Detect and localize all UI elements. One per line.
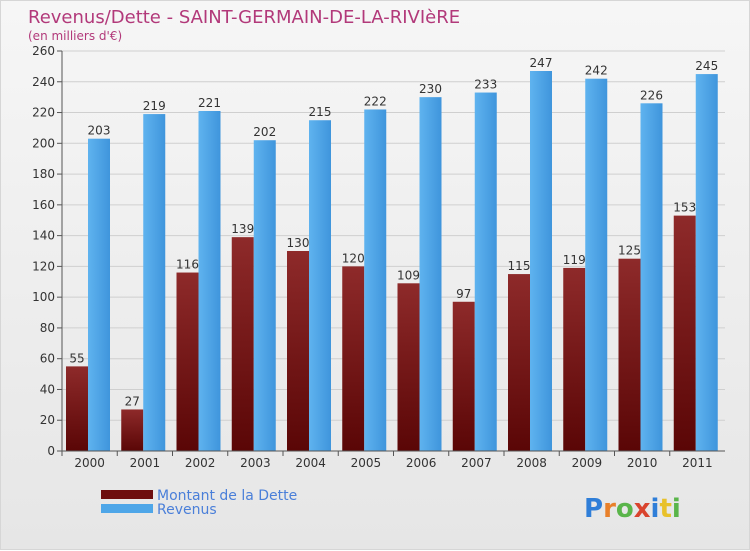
data-label-revenus-2006: 230	[419, 82, 442, 96]
data-label-revenus-2005: 222	[364, 94, 387, 108]
y-tick-label: 0	[47, 444, 55, 458]
bar-revenus-2004	[309, 120, 331, 451]
data-label-dette-2006: 109	[397, 268, 420, 282]
legend-label-debt: Montant de la Dette	[157, 488, 297, 504]
y-tick-label: 200	[32, 136, 55, 150]
y-tick-label: 140	[32, 229, 55, 243]
bar-revenus-2011	[695, 74, 718, 452]
data-label-revenus-2009: 242	[585, 64, 608, 78]
data-label-dette-2005: 120	[342, 251, 365, 265]
data-label-dette-2010: 125	[618, 244, 641, 258]
x-tick-label: 2006	[406, 456, 437, 470]
y-tick-label: 120	[32, 259, 55, 273]
data-label-revenus-2007: 233	[474, 78, 497, 92]
bar-revenus-2007	[474, 92, 497, 452]
y-tick-label: 100	[32, 290, 55, 304]
x-tick-label: 2008	[516, 456, 547, 470]
bar-revenus-2008	[530, 71, 552, 451]
data-label-revenus-2003: 202	[253, 125, 276, 139]
bar-dette-2000	[66, 366, 88, 451]
data-label-revenus-2004: 215	[309, 105, 332, 119]
bar-revenus-2010	[640, 103, 663, 452]
data-label-dette-2004: 130	[287, 236, 310, 250]
bar-revenus-2001	[143, 114, 166, 452]
bar-dette-2004	[287, 251, 309, 451]
x-tick-label: 2001	[130, 456, 161, 470]
data-labels: 55 203 27 219 116 221 139 202 130 215 120 222 109 230…	[69, 56, 718, 408]
bar-dette-2007	[452, 301, 475, 451]
bar-dette-2010	[618, 258, 641, 451]
data-label-dette-2001: 27	[125, 394, 140, 408]
y-tick-label: 60	[40, 352, 55, 366]
bar-revenus-2003	[253, 140, 276, 451]
bar-revenus-2006	[419, 97, 442, 452]
data-label-dette-2011: 153	[673, 201, 696, 215]
y-tick-label: 180	[32, 167, 55, 181]
bar-revenus-2000	[88, 138, 110, 451]
y-tick-label: 160	[32, 198, 55, 212]
data-label-revenus-2011: 245	[695, 59, 718, 73]
chart-subtitle: (en milliers d'€)	[28, 29, 122, 43]
y-tick-label: 40	[40, 382, 55, 396]
bar-revenus-2009	[585, 78, 608, 451]
x-tick-label: 2005	[351, 456, 382, 470]
data-label-dette-2002: 116	[176, 258, 199, 272]
svg-text:Proxiti: Proxiti	[584, 494, 681, 524]
data-label-revenus-2002: 221	[198, 96, 221, 110]
x-tick-label: 2003	[240, 456, 271, 470]
data-label-dette-2003: 139	[231, 222, 254, 236]
x-tick-label: 2000	[74, 456, 105, 470]
chart-title: Revenus/Dette - SAINT-GERMAIN-DE-LA-RIVI…	[28, 7, 460, 28]
bar-revenus-2002	[198, 111, 221, 451]
bar-dette-2002	[176, 272, 199, 451]
axes: 0 20 40 60 80 100 120 140 160 180 200 220 240 260 2000…	[32, 44, 725, 470]
bar-revenus-2005	[364, 109, 387, 451]
bars	[66, 71, 718, 452]
x-tick-label: 2002	[185, 456, 216, 470]
bar-dette-2009	[563, 267, 586, 451]
x-tick-label: 2010	[627, 456, 658, 470]
legend-swatch-revenus	[101, 504, 153, 513]
data-label-revenus-2000: 203	[88, 124, 111, 138]
data-label-revenus-2010: 226	[640, 88, 663, 102]
y-tick-label: 20	[40, 413, 55, 427]
gridlines	[62, 50, 725, 452]
bar-dette-2006	[397, 283, 420, 451]
data-label-dette-2008: 115	[508, 259, 531, 273]
legend-swatch-debt	[101, 490, 153, 499]
proxiti-logo: Proxiti	[584, 494, 681, 524]
data-label-revenus-2008: 247	[530, 56, 553, 70]
data-label-dette-2009: 119	[563, 253, 586, 267]
bar-dette-2008	[508, 274, 530, 451]
data-label-dette-2007: 97	[456, 287, 471, 301]
bar-dette-2011	[673, 215, 696, 451]
x-tick-label: 2011	[682, 456, 713, 470]
data-label-revenus-2001: 219	[143, 99, 166, 113]
y-tick-label: 80	[40, 321, 55, 335]
data-label-dette-2000: 55	[69, 351, 84, 365]
bar-dette-2003	[231, 237, 254, 451]
y-tick-label: 260	[32, 44, 55, 58]
legend: Montant de la Dette Revenus	[101, 488, 297, 518]
y-tick-label: 220	[32, 106, 55, 120]
x-tick-label: 2004	[295, 456, 326, 470]
x-tick-label: 2007	[461, 456, 492, 470]
legend-label-revenus: Revenus	[157, 502, 217, 518]
bar-dette-2001	[121, 409, 144, 451]
bar-dette-2005	[342, 266, 365, 451]
x-tick-label: 2009	[572, 456, 603, 470]
y-tick-label: 240	[32, 75, 55, 89]
